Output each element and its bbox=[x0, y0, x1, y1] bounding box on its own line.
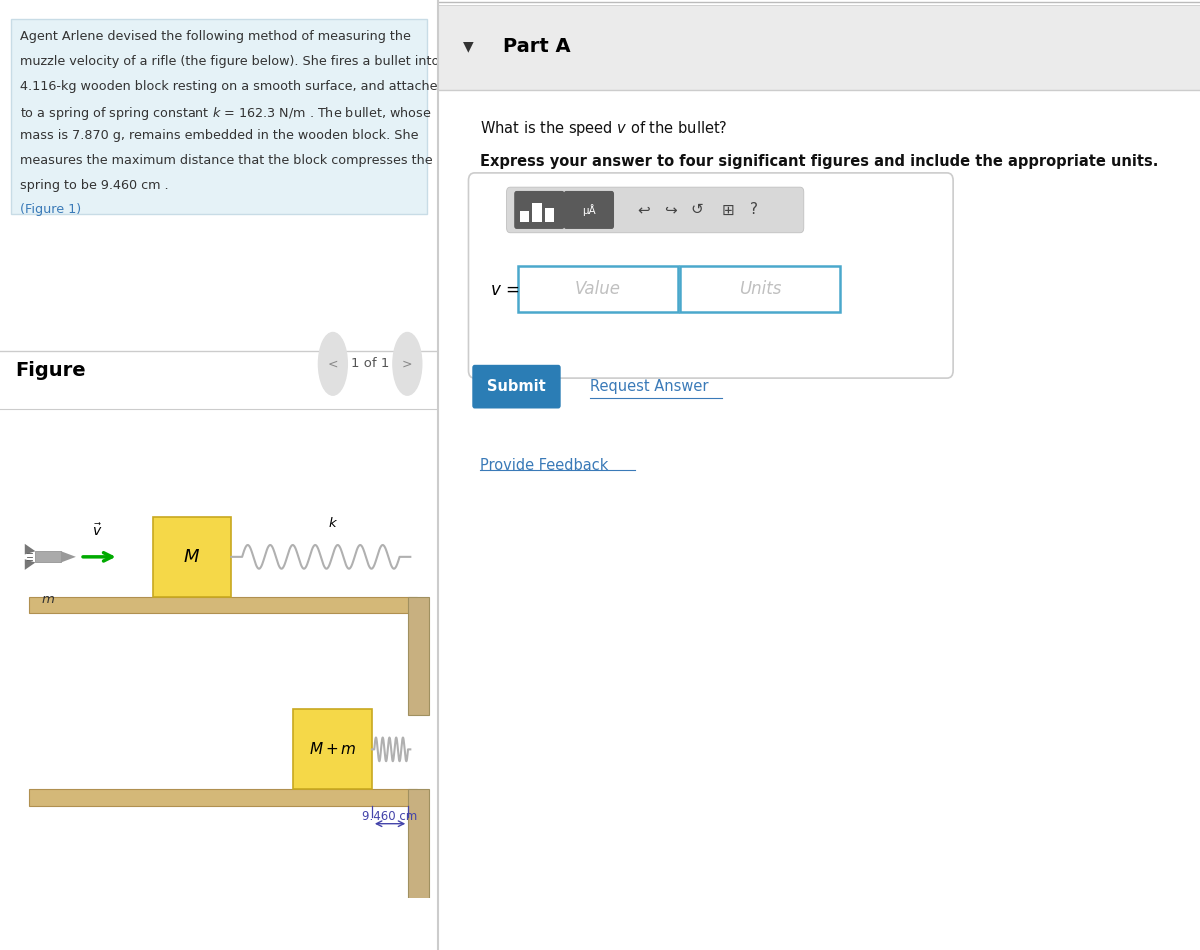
Text: ▼: ▼ bbox=[463, 40, 474, 53]
Text: Part A: Part A bbox=[503, 37, 570, 56]
Circle shape bbox=[318, 332, 347, 395]
Text: $M$: $M$ bbox=[184, 548, 200, 566]
Text: Figure: Figure bbox=[16, 361, 86, 380]
Text: ↩: ↩ bbox=[637, 202, 650, 218]
Polygon shape bbox=[61, 551, 76, 562]
Text: ↪: ↪ bbox=[664, 202, 677, 218]
Bar bbox=[521, 211, 529, 222]
Text: $\vec{v}$: $\vec{v}$ bbox=[92, 522, 102, 539]
Text: Value: Value bbox=[575, 280, 622, 297]
Text: Submit: Submit bbox=[487, 379, 546, 394]
Text: 1 of 1: 1 of 1 bbox=[350, 357, 389, 370]
Bar bbox=[29, 597, 416, 614]
Text: What is the speed $v$ of the bullet?: What is the speed $v$ of the bullet? bbox=[480, 119, 727, 138]
Text: Express your answer to four significant figures and include the appropriate unit: Express your answer to four significant … bbox=[480, 154, 1158, 169]
Text: Provide Feedback: Provide Feedback bbox=[480, 458, 608, 473]
Bar bbox=[545, 208, 554, 222]
Text: spring to be 9.460 cm .: spring to be 9.460 cm . bbox=[19, 179, 168, 192]
Text: >: > bbox=[402, 357, 413, 370]
FancyBboxPatch shape bbox=[506, 187, 804, 233]
Text: $k$: $k$ bbox=[328, 516, 337, 530]
Text: 4.116-kg wooden block resting on a smooth surface, and attached: 4.116-kg wooden block resting on a smoot… bbox=[19, 80, 445, 93]
Text: mass is 7.870 g, remains embedded in the wooden block. She: mass is 7.870 g, remains embedded in the… bbox=[19, 129, 419, 142]
Bar bbox=[408, 789, 430, 908]
Text: <: < bbox=[328, 357, 338, 370]
Text: $v$ =: $v$ = bbox=[490, 281, 520, 298]
FancyBboxPatch shape bbox=[11, 19, 427, 214]
Bar bbox=[518, 266, 678, 312]
Text: ⊞: ⊞ bbox=[721, 202, 734, 218]
Text: $M + m$: $M + m$ bbox=[308, 741, 356, 757]
FancyBboxPatch shape bbox=[515, 191, 564, 229]
Bar bbox=[533, 203, 541, 222]
Bar bbox=[36, 551, 61, 562]
Text: Request Answer: Request Answer bbox=[590, 379, 709, 394]
Text: 9.460 cm: 9.460 cm bbox=[362, 809, 418, 823]
Polygon shape bbox=[25, 560, 36, 570]
Text: measures the maximum distance that the block compresses the: measures the maximum distance that the b… bbox=[19, 154, 432, 167]
Circle shape bbox=[392, 332, 421, 395]
Bar bbox=[438, 5, 1200, 90]
Bar bbox=[293, 710, 372, 789]
Text: $m$: $m$ bbox=[41, 594, 55, 606]
Text: μÅ: μÅ bbox=[582, 204, 595, 216]
Text: ↺: ↺ bbox=[691, 202, 703, 218]
Text: (Figure 1): (Figure 1) bbox=[19, 203, 80, 217]
Bar bbox=[408, 597, 430, 715]
Bar bbox=[29, 789, 416, 806]
FancyBboxPatch shape bbox=[473, 365, 560, 408]
Text: muzzle velocity of a rifle (the figure below). She fires a bullet into a: muzzle velocity of a rifle (the figure b… bbox=[19, 55, 451, 68]
Text: Units: Units bbox=[739, 280, 781, 297]
FancyBboxPatch shape bbox=[468, 173, 953, 378]
Text: ?: ? bbox=[750, 202, 758, 218]
Text: Agent Arlene devised the following method of measuring the: Agent Arlene devised the following metho… bbox=[19, 30, 410, 44]
FancyBboxPatch shape bbox=[564, 191, 614, 229]
Polygon shape bbox=[25, 543, 36, 555]
Text: to a spring of spring constant $k$ = 162.3 N/m . The bullet, whose: to a spring of spring constant $k$ = 162… bbox=[19, 104, 431, 122]
Bar bbox=[680, 266, 840, 312]
Bar bbox=[152, 517, 232, 597]
